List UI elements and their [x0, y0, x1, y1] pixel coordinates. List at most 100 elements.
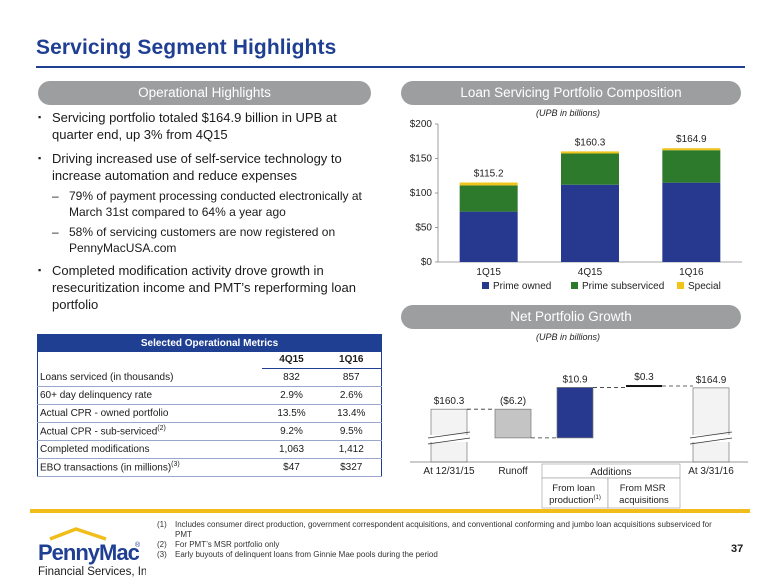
table-row: Actual CPR - sub-serviced(2) 9.2% 9.5%	[37, 422, 382, 441]
waterfall-value-label: $160.3	[434, 396, 465, 407]
bullet-text: Driving increased use of self-service te…	[52, 151, 342, 183]
logo-wordmark: PennyMac	[38, 540, 140, 565]
highlights-list: ▪ Servicing portfolio totaled $164.9 bil…	[38, 109, 370, 320]
table-row: EBO transactions (in millions)(3) $47 $327	[37, 458, 382, 477]
footnote-ref: (1)	[594, 495, 601, 501]
table-row: Completed modifications 1,063 1,412	[37, 440, 382, 459]
footnote-ref: (2)	[157, 425, 166, 433]
dash-marker: –	[52, 225, 59, 239]
net-growth-chart: (UPB in billions) $160.3 ($6.2)$10.9 $0.3 $…	[410, 332, 748, 509]
bullet-marker: ▪	[38, 112, 42, 122]
waterfall-value-label: $164.9	[696, 375, 727, 386]
x-tick-label: At 12/31/15	[423, 466, 475, 477]
footnotes: (1) Includes consumer direct production, …	[157, 520, 727, 560]
bar-segment-prime-owned	[459, 211, 518, 262]
bullet-item: ▪ Driving increased use of self-service …	[38, 150, 370, 184]
chart-legend: Prime owned Prime subserviced Special	[482, 281, 721, 292]
bar-segment-prime-subserviced	[459, 185, 518, 212]
x-tick-label: 1Q15	[476, 267, 501, 278]
footnote: (3) Early buyouts of delinquent loans fro…	[157, 550, 727, 560]
title-rule	[36, 66, 745, 68]
bullet-marker: ▪	[38, 265, 42, 275]
table-caption: Selected Operational Metrics	[37, 334, 382, 352]
waterfall-bar-loan-production	[556, 387, 594, 439]
footnote-text: Includes consumer direct production, gov…	[175, 520, 712, 539]
bar-segment-special	[662, 148, 721, 151]
footnote: (2) For PMT’s MSR portfolio only	[157, 540, 727, 550]
footnote: (1) Includes consumer direct production, …	[157, 520, 727, 540]
axis-break-mark	[689, 437, 733, 445]
y-tick-label: $50	[415, 223, 432, 234]
logo-registered-mark: ®	[135, 541, 141, 549]
page-title: Servicing Segment Highlights	[36, 36, 337, 59]
bar-segment-prime-owned	[662, 182, 721, 262]
waterfall-value-label: $10.9	[562, 374, 587, 385]
metric-value: 9.5%	[321, 422, 382, 441]
dash-marker: –	[52, 189, 59, 203]
x-tick-label: Runoff	[498, 466, 528, 477]
metric-value: 1,063	[261, 440, 322, 459]
from-loan-production-line1: From loan	[552, 483, 595, 494]
axis-break-mark	[689, 431, 733, 439]
x-tick-label: 1Q16	[679, 267, 704, 278]
table-body: Loans serviced (in thousands) 832 857 60+ d…	[37, 368, 382, 477]
legend-label: Prime owned	[493, 281, 551, 292]
bar-segment-prime-subserviced	[561, 153, 619, 185]
x-tick-label: 4Q15	[578, 267, 603, 278]
waterfall-bar-msr-acquisitions	[626, 385, 662, 388]
column-header: 4Q15	[261, 351, 322, 369]
table-row: Loans serviced (in thousands) 832 857	[37, 368, 382, 387]
sub-bullet-text: 58% of servicing customers are now regis…	[69, 225, 336, 255]
legend-label: Special	[688, 281, 721, 292]
from-msr-line2: acquisitions	[619, 495, 669, 506]
y-tick-label: $100	[410, 188, 433, 199]
axis-break-gap	[429, 435, 469, 442]
y-tick-label: $0	[421, 257, 433, 268]
growth-header: Net Portfolio Growth	[401, 305, 741, 329]
from-msr-acquisitions-box	[607, 477, 681, 509]
footnote-number: (3)	[157, 550, 167, 559]
legend-swatch	[571, 282, 578, 289]
bar-total-label: $160.3	[575, 137, 606, 148]
y-tick-label: $200	[410, 119, 433, 130]
y-tick-label: $150	[410, 154, 433, 165]
table-header-row: 4Q15 1Q16	[38, 351, 382, 369]
sub-bullet-text: 79% of payment processing conducted elec…	[69, 189, 362, 219]
additions-label: Additions	[590, 467, 631, 478]
waterfall-value-label: $0.3	[634, 372, 654, 383]
metric-label: Actual CPR - sub-serviced(2)	[37, 422, 262, 441]
bar-segment-prime-subserviced	[662, 150, 721, 183]
waterfall-bar-end	[692, 387, 730, 463]
page-number: 37	[731, 543, 744, 555]
metric-label: Completed modifications	[37, 440, 262, 459]
metric-value: 2.6%	[321, 386, 382, 405]
from-loan-production-box	[541, 477, 609, 509]
metric-value: 9.2%	[261, 422, 322, 441]
axis-break-mark	[427, 431, 471, 439]
from-loan-production-label: From loan production(1)	[549, 483, 601, 506]
footnote-text: Early buyouts of delinquent loans from G…	[175, 550, 438, 559]
operational-metrics-table: Selected Operational Metrics 4Q15 1Q16 L…	[37, 334, 382, 477]
sub-bullet-item: – 79% of payment processing conducted el…	[38, 188, 370, 220]
from-msr-acquisitions-label: From MSR acquisitions	[619, 483, 669, 506]
table-row: 60+ day delinquency rate 2.9% 2.6%	[37, 386, 382, 405]
footnote-text: For PMT’s MSR portfolio only	[175, 540, 280, 549]
x-axis-labels: At 12/31/15 Runoff At 3/31/16	[423, 466, 734, 477]
logo-tagline: Financial Services, Inc.	[38, 566, 146, 578]
legend-swatch	[677, 282, 684, 289]
bar-series: $115.2 1Q15 $160.3 4Q15 $164.9 1Q16	[459, 134, 721, 278]
footnote-number: (2)	[157, 540, 167, 549]
metric-label: Actual CPR - owned portfolio	[37, 404, 262, 423]
metric-value: $327	[321, 458, 382, 477]
metric-label: EBO transactions (in millions)(3)	[37, 458, 262, 477]
metric-value: 1,412	[321, 440, 382, 459]
from-msr-line1: From MSR	[620, 483, 666, 494]
metric-value: 2.9%	[261, 386, 322, 405]
composition-header: Loan Servicing Portfolio Composition	[401, 81, 741, 105]
axis-break-mark	[427, 437, 471, 445]
from-loan-production-line2: production	[549, 495, 593, 506]
operational-highlights-header: Operational Highlights	[38, 81, 371, 105]
chart-subtitle: (UPB in billions)	[536, 108, 600, 118]
sub-bullet-item: – 58% of servicing customers are now reg…	[38, 224, 370, 256]
metric-label: 60+ day delinquency rate	[37, 386, 262, 405]
